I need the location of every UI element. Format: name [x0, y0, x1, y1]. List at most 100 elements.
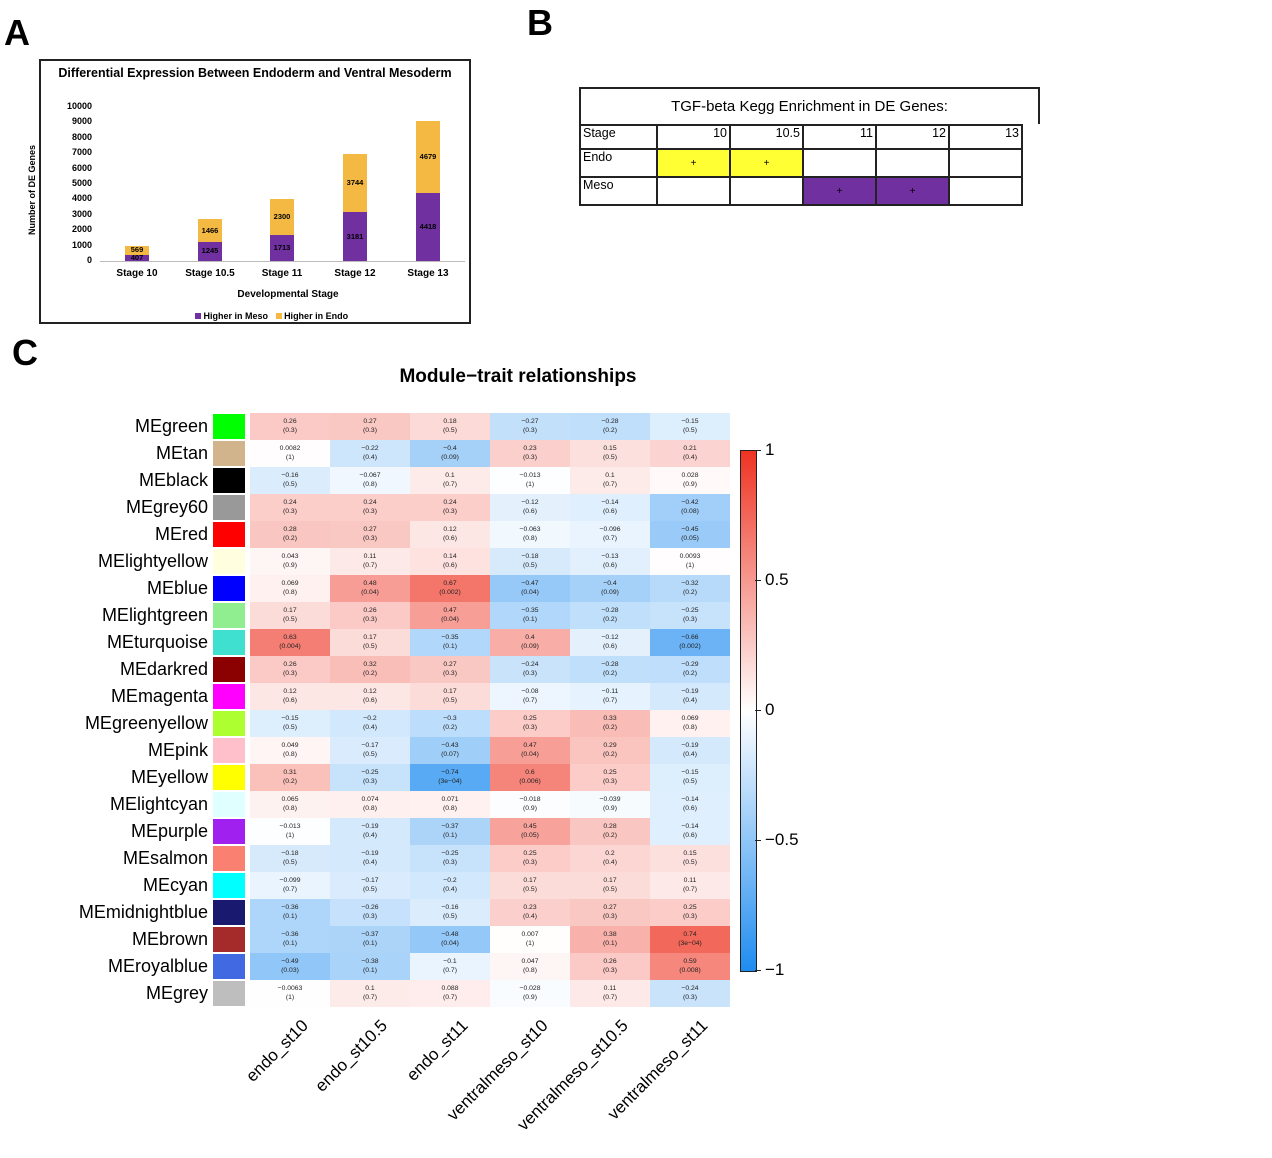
p-value: (3e−04): [438, 777, 462, 785]
heatmap-cell: −0.28 (0.2): [570, 602, 650, 629]
module-label: MElightcyan: [109, 794, 208, 814]
correlation-value: 0.38: [603, 931, 617, 938]
module-label: MEpurple: [130, 821, 208, 841]
correlation-value: 0.59: [683, 958, 697, 965]
heatmap-cell: 0.17 (0.5): [570, 872, 650, 899]
p-value: (0.6): [363, 696, 377, 704]
stage-header: 10: [656, 124, 731, 150]
p-value: (0.4): [363, 723, 377, 731]
correlation-value: 0.17: [523, 877, 537, 884]
module-color-swatch: [213, 792, 245, 817]
module-color-swatch: [213, 819, 245, 844]
row-label: Meso: [579, 176, 658, 206]
p-value: (0.1): [283, 939, 297, 947]
p-value: (0.3): [523, 669, 537, 677]
p-value: (0.1): [443, 642, 457, 650]
correlation-value: −0.063: [519, 526, 541, 533]
correlation-value: −0.2: [443, 877, 457, 884]
p-value: (0.7): [523, 696, 537, 704]
colorbar-tick: [755, 970, 761, 971]
legend-swatch-meso: [195, 313, 201, 319]
p-value: (0.5): [283, 858, 297, 866]
correlation-value: 0.1: [365, 985, 375, 992]
panel-label-b: B: [527, 2, 553, 43]
p-value: (0.8): [523, 534, 537, 542]
p-value: (0.07): [441, 750, 459, 758]
module-color-swatch: [213, 549, 245, 574]
correlation-value: −0.18: [281, 850, 299, 857]
p-value: (0.7): [363, 993, 377, 1001]
heatmap-cell: 0.11 (0.7): [570, 980, 650, 1007]
correlation-value: −0.25: [441, 850, 459, 857]
p-value: (0.9): [283, 561, 297, 569]
correlation-value: 0.24: [443, 499, 457, 506]
x-tick-label: Stage 10: [116, 268, 158, 279]
correlation-value: −0.018: [519, 796, 541, 803]
heatmap-cell: 0.26 (0.3): [250, 656, 330, 683]
p-value: (0.4): [683, 750, 697, 758]
bar-data-label: 1713: [273, 242, 291, 252]
p-value: (1): [525, 480, 535, 488]
correlation-value: 0.2: [605, 850, 615, 857]
heatmap-cell: 0.24 (0.3): [250, 494, 330, 521]
correlation-value: 0.26: [283, 418, 297, 425]
correlation-value: 0.069: [681, 715, 699, 722]
correlation-value: 0.28: [603, 823, 617, 830]
p-value: (0.004): [279, 642, 301, 650]
x-tick-label: Stage 10.5: [185, 268, 235, 279]
stage-header: 11: [802, 124, 877, 150]
heatmap-cell: −0.14 (0.6): [650, 818, 730, 845]
correlation-value: −0.4: [443, 445, 457, 452]
correlation-value: 0.31: [283, 769, 297, 776]
y-tick-label: 8000: [71, 131, 92, 142]
heatmap-cell: −0.16 (0.5): [250, 467, 330, 494]
correlation-value: −0.15: [681, 769, 699, 776]
module-color-swatch: [213, 657, 245, 682]
p-value: (0.2): [363, 669, 377, 677]
correlation-value: −0.19: [361, 823, 379, 830]
enrichment-cell: +: [656, 148, 731, 178]
p-value: (0.3): [443, 669, 457, 677]
correlation-value: 0.12: [363, 688, 377, 695]
p-value: (0.5): [523, 561, 537, 569]
p-value: (0.6): [683, 831, 697, 839]
correlation-value: 0.47: [523, 742, 537, 749]
heatmap-cell: −0.018 (0.9): [490, 791, 570, 818]
correlation-value: −0.1: [443, 958, 457, 965]
module-color-swatch: [213, 981, 245, 1006]
correlation-value: 0.27: [603, 904, 617, 911]
heatmap-cell: 0.25 (0.3): [650, 899, 730, 926]
heatmap-cell: 0.1 (0.7): [410, 467, 490, 494]
heatmap-cell: −0.74 (3e−04): [410, 764, 490, 791]
heatmap-cell: −0.24 (0.3): [490, 656, 570, 683]
heatmap-cell: 0.24 (0.3): [410, 494, 490, 521]
heatmap-cell: 0.007 (1): [490, 926, 570, 953]
bar-chart-title: Differential Expression Between Endoderm…: [58, 66, 452, 80]
correlation-value: 0.26: [363, 607, 377, 614]
p-value: (0.3): [363, 534, 377, 542]
heatmap-cell: −0.039 (0.9): [570, 791, 650, 818]
p-value: (0.2): [603, 669, 617, 677]
heatmap-cell: 0.27 (0.3): [330, 521, 410, 548]
heatmap-cell: 0.24 (0.3): [330, 494, 410, 521]
correlation-value: 0.27: [443, 661, 457, 668]
p-value: (1): [285, 453, 295, 461]
enrichment-cell: [948, 176, 1023, 206]
heatmap-cell: −0.2 (0.4): [410, 872, 490, 899]
p-value: (0.2): [603, 615, 617, 623]
p-value: (0.7): [603, 993, 617, 1001]
correlation-value: 0.069: [281, 580, 299, 587]
p-value: (0.8): [523, 966, 537, 974]
p-value: (0.2): [603, 831, 617, 839]
p-value: (0.3): [523, 858, 537, 866]
module-color-swatch: [213, 522, 245, 547]
correlation-value: 0.043: [281, 553, 299, 560]
p-value: (0.3): [683, 615, 697, 623]
correlation-value: −0.19: [361, 850, 379, 857]
heatmap-cell: 0.21 (0.4): [650, 440, 730, 467]
correlation-value: −0.28: [601, 661, 619, 668]
legend-label-meso: Higher in Meso: [203, 311, 269, 321]
bar-endo: [125, 245, 149, 255]
p-value: (0.5): [683, 777, 697, 785]
p-value: (0.7): [283, 885, 297, 893]
